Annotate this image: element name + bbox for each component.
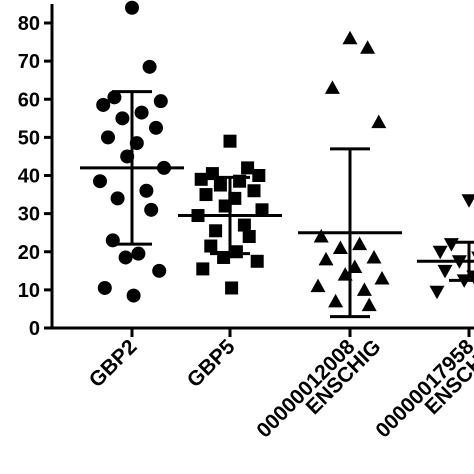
data-point-circle <box>139 183 154 198</box>
data-point-circle <box>149 120 163 135</box>
data-point-circle <box>120 149 135 164</box>
data-point-square <box>250 254 264 268</box>
data-point-triangle <box>347 259 363 273</box>
data-point-circle <box>93 174 107 189</box>
data-point-circle <box>152 263 167 278</box>
y-tick-label: 40 <box>18 166 40 188</box>
data-point-circle <box>144 202 159 217</box>
y-tick-label: 0 <box>29 318 40 340</box>
data-point-circle <box>126 288 141 303</box>
data-point-circle <box>110 191 125 206</box>
data-point-square <box>204 239 218 253</box>
data-point-triangle-down <box>437 264 453 279</box>
y-tick-label: 80 <box>18 13 40 35</box>
data-point-triangle <box>328 293 344 308</box>
data-point-triangle <box>337 267 353 281</box>
data-point-circle <box>96 97 111 112</box>
data-point-square <box>209 224 223 238</box>
data-point-triangle-down <box>456 274 472 288</box>
data-point-circle <box>101 130 115 145</box>
data-point-square <box>225 281 239 295</box>
data-point-circle <box>105 233 120 248</box>
data-point-triangle <box>342 30 358 45</box>
data-point-triangle <box>332 240 348 254</box>
data-point-square <box>242 230 256 243</box>
data-point-triangle <box>313 229 329 243</box>
data-point-circle <box>125 0 139 15</box>
data-point-triangle-down <box>432 245 448 260</box>
data-point-triangle-down <box>471 251 474 257</box>
data-point-square <box>217 250 231 264</box>
y-tick-label: 10 <box>18 280 40 302</box>
data-point-circle <box>107 90 122 105</box>
data-point-square <box>191 209 205 223</box>
data-point-square <box>194 172 208 186</box>
x-category-label: GBP5 <box>183 335 240 392</box>
data-point-square <box>252 169 266 182</box>
data-point-triangle-down <box>443 238 459 252</box>
data-point-square <box>199 188 213 202</box>
data-point-triangle <box>356 282 372 296</box>
data-point-triangle-down <box>466 270 474 285</box>
data-point-triangle <box>318 251 334 266</box>
data-point-circle <box>157 160 171 175</box>
data-point-circle <box>131 246 146 261</box>
data-point-triangle <box>366 249 382 264</box>
data-point-triangle <box>360 40 376 54</box>
data-point-circle <box>134 105 149 120</box>
data-point-square <box>218 199 232 213</box>
data-point-triangle <box>324 80 340 94</box>
data-point-circle <box>129 136 144 151</box>
data-point-triangle <box>352 236 368 251</box>
data-point-triangle-down <box>429 285 445 300</box>
data-point-square <box>237 218 251 232</box>
data-point-square <box>223 134 237 148</box>
data-point-triangle <box>361 297 377 312</box>
data-point-circle <box>115 111 130 126</box>
data-point-square <box>213 178 227 192</box>
data-point-square <box>205 167 219 181</box>
data-point-square <box>255 203 269 217</box>
data-point-square <box>241 161 255 175</box>
data-point-square <box>229 245 243 259</box>
data-point-triangle-down <box>451 255 467 269</box>
data-point-triangle-down <box>461 194 474 208</box>
y-tick-label: 50 <box>18 127 40 149</box>
y-tick-label: 70 <box>18 51 40 73</box>
y-tick-label: 30 <box>18 204 40 226</box>
data-point-square <box>196 262 210 276</box>
data-point-circle <box>142 59 157 74</box>
data-point-square <box>233 174 247 188</box>
data-point-circle <box>153 94 168 109</box>
x-category-label: GBP2 <box>85 335 142 392</box>
data-point-circle <box>118 250 133 265</box>
data-point-circle <box>97 280 112 295</box>
data-point-triangle <box>310 278 326 293</box>
data-point-square <box>247 184 261 198</box>
y-tick-label: 60 <box>18 89 40 111</box>
data-point-triangle <box>374 270 390 285</box>
data-point-triangle <box>371 114 387 129</box>
y-tick-label: 20 <box>18 242 40 264</box>
